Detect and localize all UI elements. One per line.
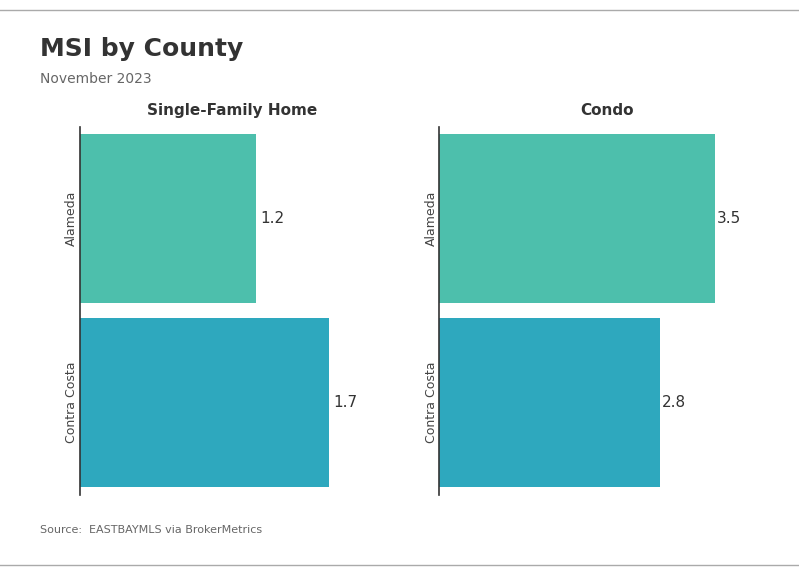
Text: 1.7: 1.7 (333, 395, 357, 410)
Text: November 2023: November 2023 (40, 72, 152, 86)
Text: Source:  EASTBAYMLS via BrokerMetrics: Source: EASTBAYMLS via BrokerMetrics (40, 525, 262, 535)
Title: Condo: Condo (581, 104, 634, 118)
Bar (439, 134, 714, 303)
Bar (80, 318, 328, 487)
Text: MSI by County: MSI by County (40, 37, 243, 62)
Bar (439, 318, 659, 487)
Title: Single-Family Home: Single-Family Home (146, 104, 317, 118)
Text: 1.2: 1.2 (260, 211, 284, 226)
Bar (80, 134, 256, 303)
Text: 3.5: 3.5 (717, 211, 741, 226)
Text: 2.8: 2.8 (662, 395, 686, 410)
